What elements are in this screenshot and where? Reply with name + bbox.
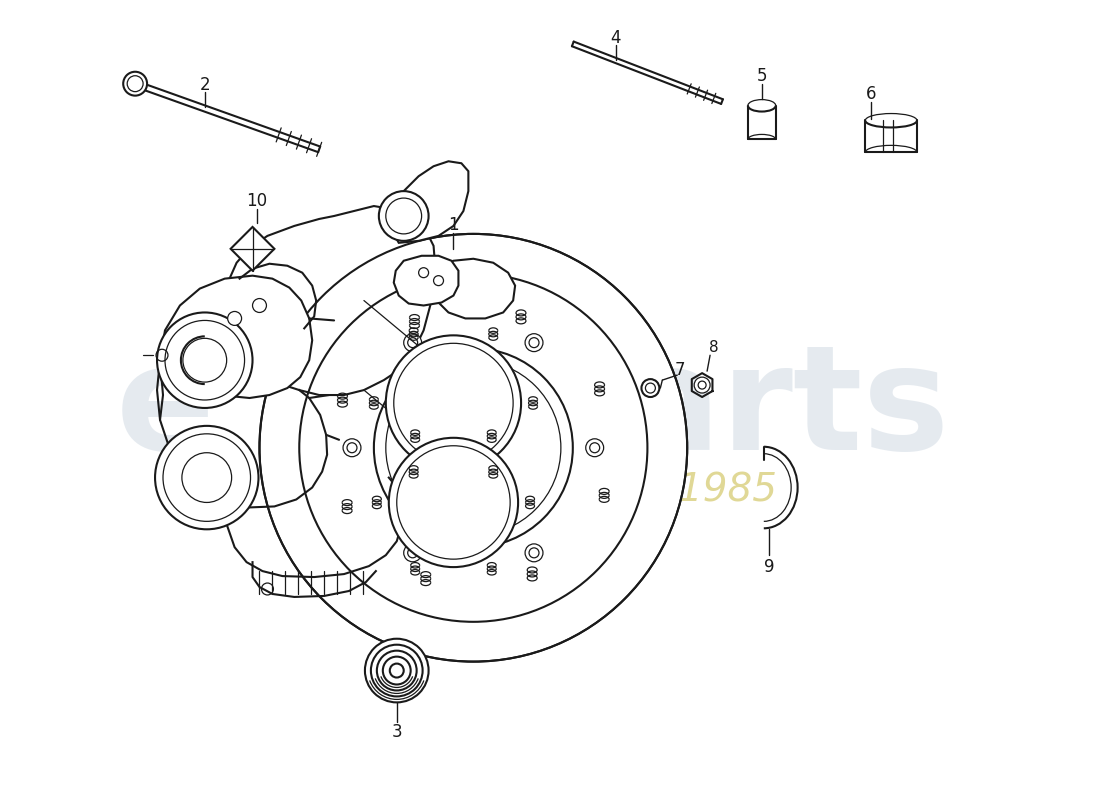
Text: 3: 3: [392, 723, 403, 742]
Circle shape: [404, 334, 421, 352]
Text: 2: 2: [199, 76, 210, 94]
Polygon shape: [160, 276, 312, 398]
Text: 7: 7: [675, 361, 685, 379]
Circle shape: [694, 377, 711, 393]
Polygon shape: [384, 162, 469, 243]
Circle shape: [386, 335, 521, 470]
Text: 10: 10: [246, 192, 267, 210]
Circle shape: [155, 426, 258, 530]
Polygon shape: [231, 227, 274, 270]
Polygon shape: [431, 258, 515, 318]
Polygon shape: [224, 206, 436, 395]
Text: e  o  parts: e o parts: [117, 339, 949, 481]
Circle shape: [389, 663, 404, 678]
Circle shape: [525, 334, 543, 352]
Circle shape: [123, 72, 147, 96]
Circle shape: [433, 276, 443, 286]
Circle shape: [641, 379, 659, 397]
Text: 6: 6: [866, 85, 877, 102]
Text: 5: 5: [757, 66, 767, 85]
Circle shape: [388, 438, 518, 567]
Circle shape: [228, 311, 242, 326]
Circle shape: [183, 338, 227, 382]
Circle shape: [365, 638, 429, 702]
Polygon shape: [394, 256, 459, 306]
Text: a passion since 1985: a passion since 1985: [368, 470, 778, 509]
Circle shape: [253, 298, 266, 313]
Circle shape: [525, 544, 543, 562]
Text: 9: 9: [763, 558, 774, 576]
Text: 8: 8: [710, 340, 719, 354]
Text: 1: 1: [448, 216, 459, 234]
Circle shape: [182, 453, 232, 502]
Circle shape: [585, 438, 604, 457]
Circle shape: [404, 544, 421, 562]
Circle shape: [343, 438, 361, 457]
Circle shape: [378, 191, 429, 241]
Circle shape: [157, 313, 253, 408]
Text: 4: 4: [610, 29, 620, 47]
Circle shape: [419, 268, 429, 278]
Circle shape: [260, 234, 688, 662]
